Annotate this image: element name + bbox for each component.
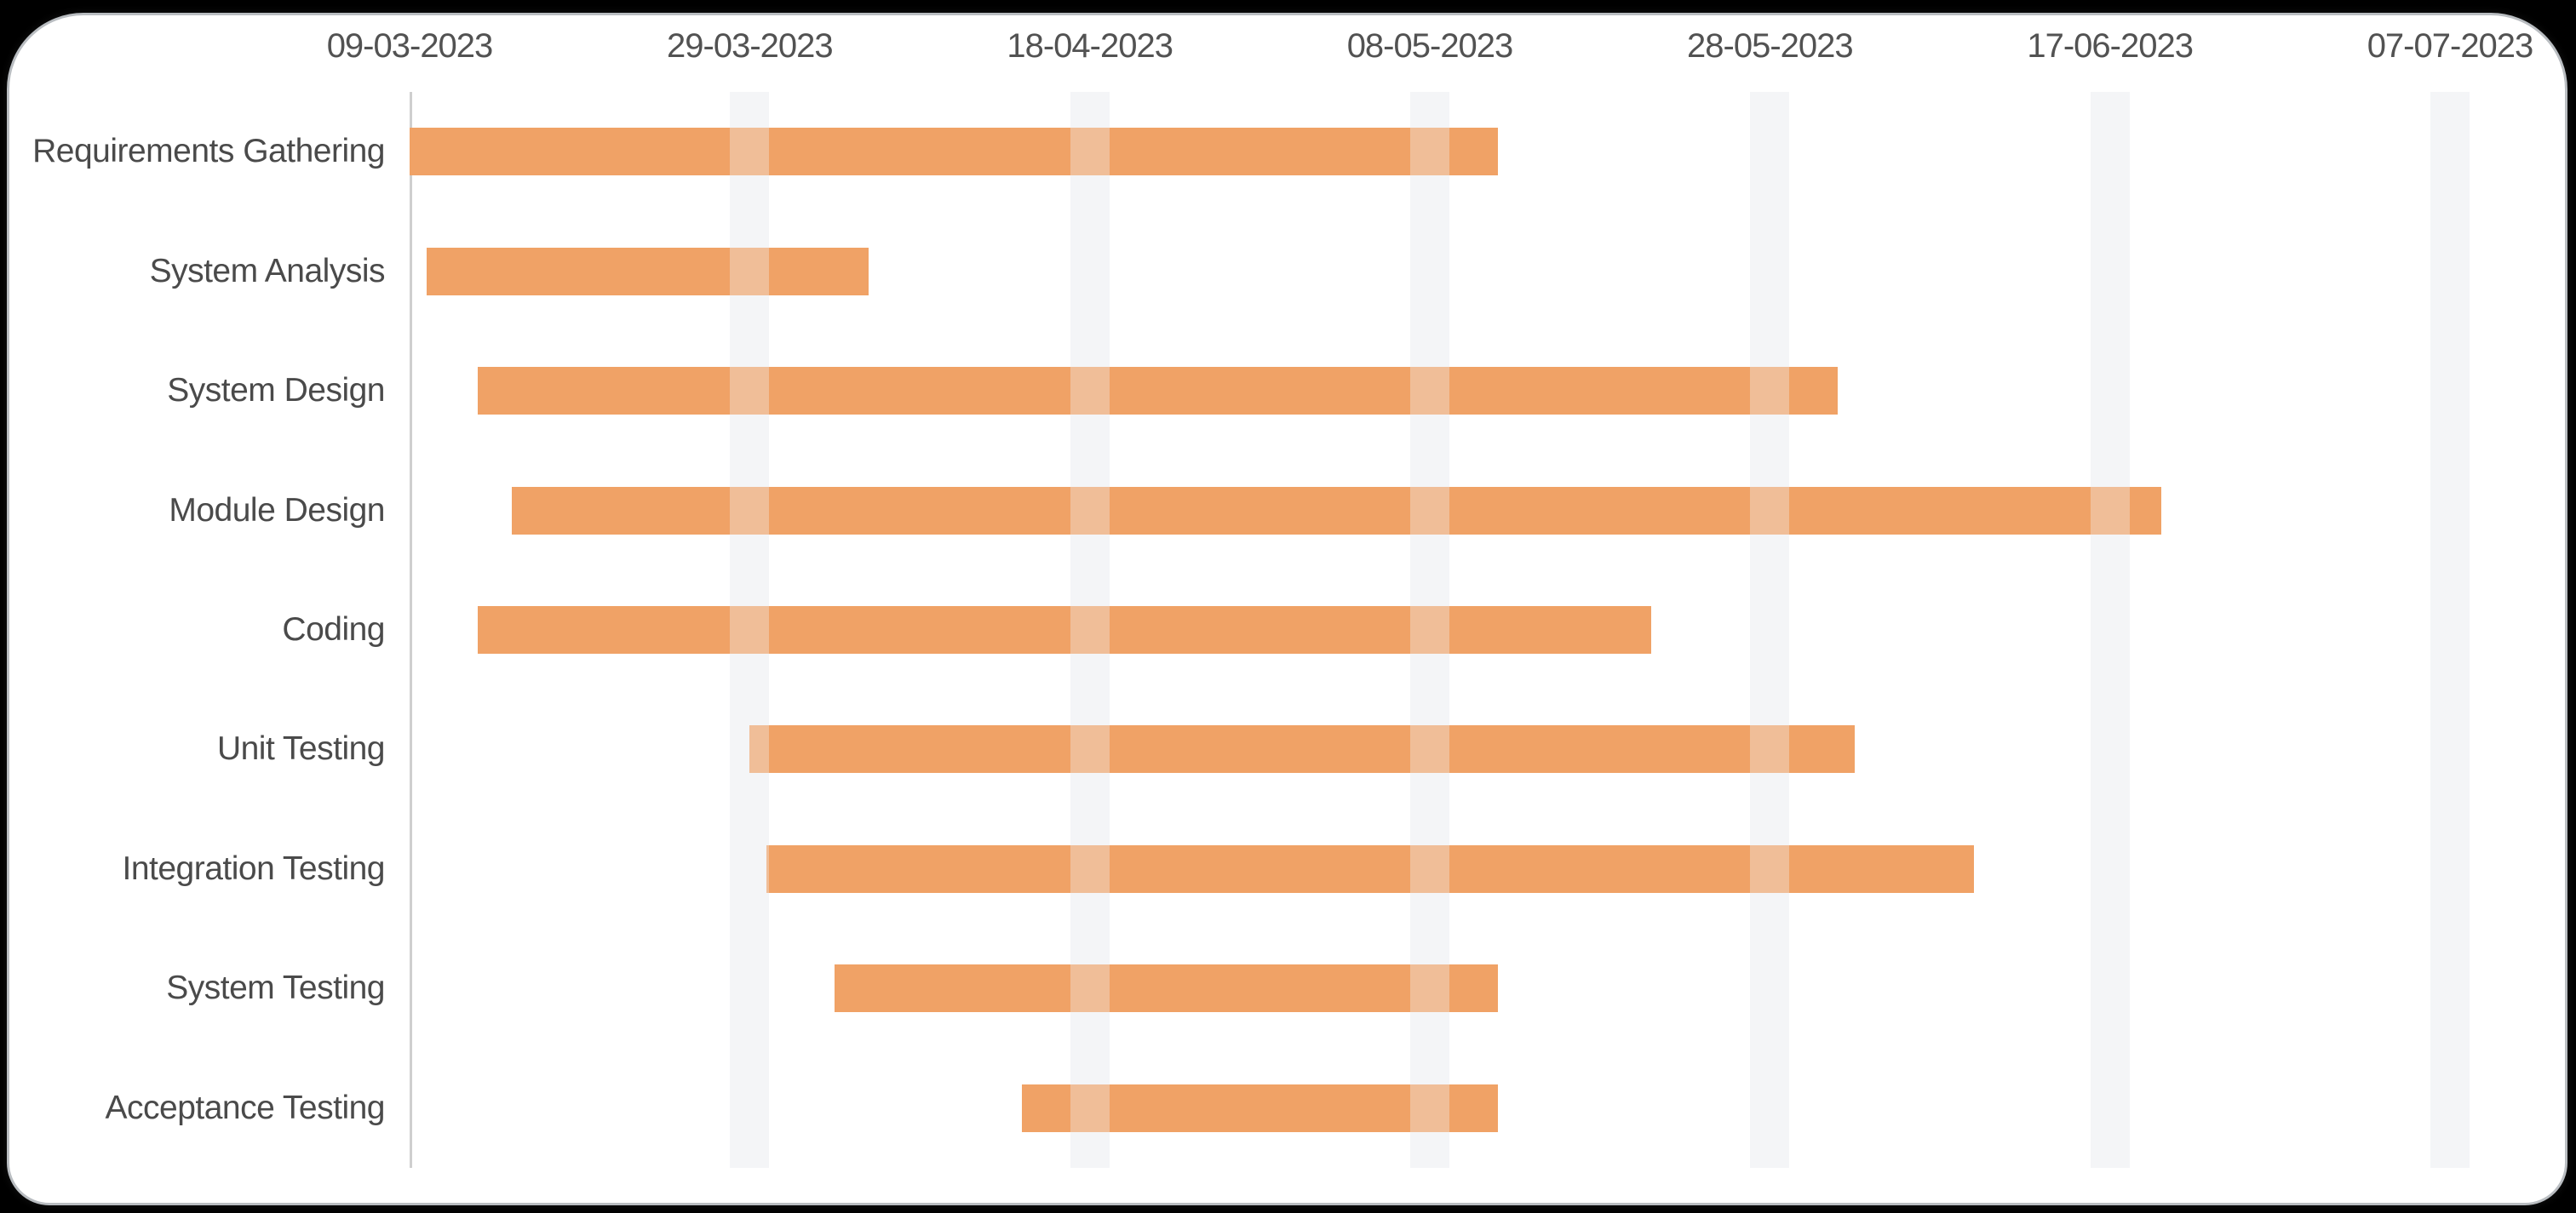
gantt-bar-7	[835, 964, 1498, 1013]
gantt-bar-8	[1021, 1084, 1498, 1132]
x-axis-tick-label-1: 29-03-2023	[667, 27, 834, 65]
task-label-1: System Analysis	[149, 252, 386, 289]
gridline-band-overlay-5	[2090, 92, 2130, 1168]
gantt-bar-6	[766, 844, 1974, 893]
y-axis-line	[410, 92, 412, 1168]
gantt-bar-5	[749, 725, 1856, 774]
gantt-bar-0	[410, 128, 1498, 176]
x-axis-tick-label-3: 08-05-2023	[1346, 27, 1514, 65]
x-axis-tick-label-2: 18-04-2023	[1007, 27, 1173, 65]
gridline-band-6	[2430, 92, 2470, 1168]
gridline-band-5	[2090, 92, 2130, 1168]
task-label-3: Module Design	[169, 491, 385, 529]
task-label-8: Acceptance Testing	[105, 1089, 386, 1126]
gridline-band-overlay-4	[1750, 92, 1790, 1168]
x-axis-tick-label-5: 17-06-2023	[2027, 27, 2194, 65]
task-label-5: Unit Testing	[216, 730, 386, 768]
gantt-bar-4	[477, 606, 1651, 654]
gantt-bar-1	[426, 247, 869, 295]
gridline-band-overlay-3	[1410, 92, 1449, 1168]
task-label-6: Integration Testing	[122, 850, 386, 887]
gantt-bar-2	[477, 367, 1839, 415]
x-axis-tick-label-6: 07-07-2023	[2367, 27, 2534, 65]
x-axis-tick-label-0: 09-03-2023	[326, 27, 494, 65]
gridline-band-4	[1750, 92, 1790, 1168]
x-axis-tick-label-4: 28-05-2023	[1687, 27, 1854, 65]
task-label-4: Coding	[282, 611, 385, 648]
task-label-7: System Testing	[166, 970, 385, 1007]
task-label-0: Requirements Gathering	[32, 133, 385, 170]
gridline-band-overlay-2	[1070, 92, 1110, 1168]
task-label-2: System Design	[167, 372, 385, 409]
gantt-bar-3	[511, 486, 2161, 535]
gridline-band-overlay-1	[730, 92, 770, 1168]
gridline-band-overlay-6	[2430, 92, 2470, 1168]
